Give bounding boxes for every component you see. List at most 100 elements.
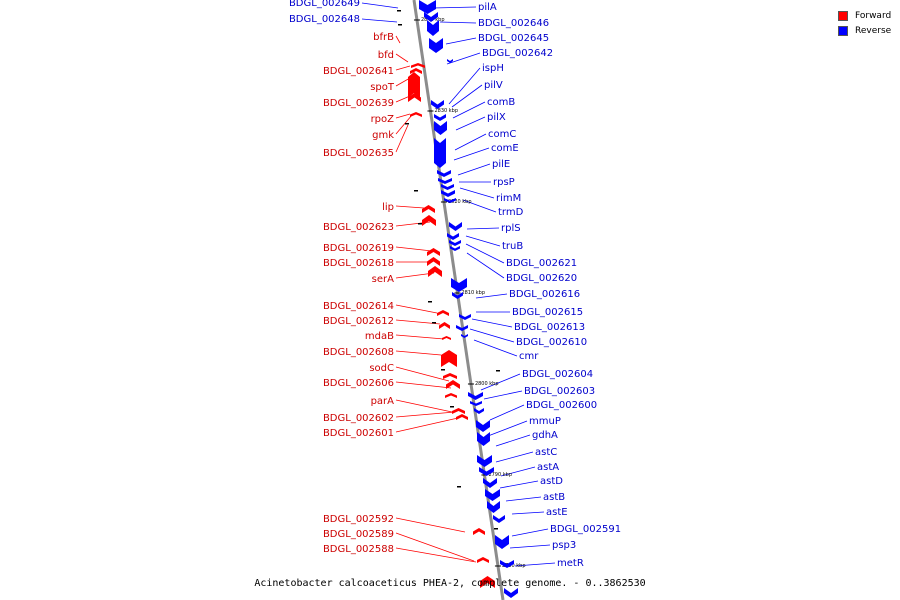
gene-label-reverse[interactable]: BDGL_002610 — [516, 337, 587, 348]
gene-glyph-reverse[interactable] — [434, 114, 446, 121]
gene-label-forward[interactable]: BDGL_002641 — [323, 66, 394, 77]
gene-label-reverse[interactable]: BDGL_002603 — [524, 386, 595, 397]
gene-label-reverse[interactable]: BDGL_002649 — [289, 0, 360, 9]
gene-glyph-forward[interactable] — [439, 322, 450, 329]
gene-glyph-reverse[interactable] — [483, 478, 497, 488]
gene-glyph-forward[interactable] — [456, 414, 468, 420]
gene-label-reverse[interactable]: comB — [487, 97, 515, 108]
gene-glyph-reverse[interactable] — [429, 38, 443, 53]
gene-glyph-reverse[interactable] — [431, 100, 444, 109]
gene-label-forward[interactable]: BDGL_002635 — [323, 148, 394, 159]
gene-label-reverse[interactable]: metR — [557, 558, 584, 569]
gene-glyph-forward[interactable] — [427, 248, 440, 256]
gene-glyph-reverse[interactable] — [441, 190, 455, 197]
gene-label-forward[interactable]: bfrB — [373, 32, 394, 43]
gene-label-reverse[interactable]: pilV — [484, 80, 503, 91]
gene-label-forward[interactable]: serA — [372, 274, 394, 285]
gene-glyph-forward[interactable] — [427, 257, 440, 266]
gene-label-reverse[interactable]: rimM — [496, 193, 521, 204]
gene-label-reverse[interactable]: rpsP — [493, 177, 515, 188]
gene-glyph-forward[interactable] — [422, 205, 435, 213]
gene-label-reverse[interactable]: psp3 — [552, 540, 576, 551]
gene-label-reverse[interactable]: trmD — [498, 207, 524, 218]
gene-glyph-reverse[interactable] — [500, 560, 514, 568]
gene-glyph-reverse[interactable] — [452, 292, 463, 299]
gene-glyph-forward[interactable] — [452, 408, 465, 414]
gene-label-reverse[interactable]: BDGL_002621 — [506, 258, 577, 269]
gene-glyph-reverse[interactable] — [444, 198, 456, 203]
gene-glyph-forward[interactable] — [411, 63, 425, 68]
gene-label-reverse[interactable]: BDGL_002620 — [506, 273, 577, 284]
gene-label-forward[interactable]: lip — [382, 202, 394, 213]
gene-label-forward[interactable]: BDGL_002588 — [323, 544, 394, 555]
gene-glyph-forward[interactable] — [422, 215, 436, 226]
gene-glyph-forward[interactable] — [446, 380, 460, 389]
gene-glyph-reverse[interactable] — [447, 233, 459, 240]
gene-label-reverse[interactable]: rplS — [501, 223, 521, 234]
gene-label-reverse[interactable]: comE — [491, 143, 519, 154]
gene-glyph-reverse[interactable] — [504, 588, 518, 598]
gene-label-reverse[interactable]: BDGL_002591 — [550, 524, 621, 535]
gene-glyph-forward[interactable] — [442, 336, 451, 340]
gene-label-reverse[interactable]: pilA — [478, 2, 497, 13]
gene-label-reverse[interactable]: BDGL_002616 — [509, 289, 580, 300]
gene-label-forward[interactable]: spoT — [370, 82, 395, 93]
gene-label-forward[interactable]: mdaB — [365, 331, 394, 342]
gene-glyph-reverse[interactable] — [476, 420, 490, 432]
gene-glyph-forward[interactable] — [408, 72, 420, 98]
gene-label-reverse[interactable]: comC — [488, 129, 516, 140]
gene-glyph-reverse[interactable] — [419, 0, 436, 14]
gene-glyph-reverse[interactable] — [477, 455, 492, 467]
gene-glyph-reverse[interactable] — [493, 515, 505, 523]
gene-glyph-reverse[interactable] — [461, 334, 468, 338]
gene-label-reverse[interactable]: truB — [502, 241, 523, 252]
gene-label-forward[interactable]: BDGL_002618 — [323, 258, 394, 269]
gene-label-reverse[interactable]: BDGL_002642 — [482, 48, 553, 59]
gene-glyph-forward[interactable] — [443, 373, 457, 379]
gene-glyph-reverse[interactable] — [437, 170, 451, 177]
gene-glyph-reverse[interactable] — [470, 401, 482, 406]
gene-glyph-reverse[interactable] — [487, 501, 500, 513]
gene-label-forward[interactable]: BDGL_002602 — [323, 413, 394, 424]
gene-glyph-forward[interactable] — [473, 528, 485, 535]
gene-label-reverse[interactable]: mmuP — [529, 416, 561, 427]
gene-label-reverse[interactable]: astD — [540, 476, 563, 487]
gene-glyph-reverse[interactable] — [468, 392, 483, 400]
gene-label-reverse[interactable]: BDGL_002648 — [289, 14, 360, 25]
gene-glyph-forward[interactable] — [408, 93, 421, 102]
gene-label-forward[interactable]: gmk — [372, 130, 394, 141]
gene-glyph-forward[interactable] — [410, 112, 422, 117]
gene-glyph-reverse[interactable] — [434, 138, 446, 168]
gene-label-forward[interactable]: BDGL_002619 — [323, 243, 394, 254]
gene-label-forward[interactable]: BDGL_002614 — [323, 301, 394, 312]
gene-label-reverse[interactable]: ispH — [482, 63, 504, 74]
gene-label-forward[interactable]: rpoZ — [371, 114, 395, 125]
gene-label-forward[interactable]: parA — [371, 396, 395, 407]
gene-label-reverse[interactable]: pilX — [487, 112, 506, 123]
gene-label-reverse[interactable]: gdhA — [532, 430, 558, 441]
gene-glyph-reverse[interactable] — [427, 20, 439, 36]
gene-label-reverse[interactable]: BDGL_002613 — [514, 322, 585, 333]
gene-label-forward[interactable]: BDGL_002592 — [323, 514, 394, 525]
gene-label-forward[interactable]: BDGL_002601 — [323, 428, 394, 439]
gene-label-reverse[interactable]: pilE — [492, 159, 510, 170]
gene-label-forward[interactable]: BDGL_002612 — [323, 316, 394, 327]
gene-glyph-reverse[interactable] — [447, 59, 453, 63]
gene-label-reverse[interactable]: astB — [543, 492, 565, 503]
gene-glyph-reverse[interactable] — [459, 314, 471, 320]
gene-label-reverse[interactable]: BDGL_002646 — [478, 18, 549, 29]
gene-label-forward[interactable]: sodC — [369, 363, 394, 374]
gene-glyph-reverse[interactable] — [451, 278, 467, 292]
gene-glyph-reverse[interactable] — [479, 467, 494, 476]
gene-label-reverse[interactable]: BDGL_002645 — [478, 33, 549, 44]
gene-label-forward[interactable]: BDGL_002606 — [323, 378, 394, 389]
gene-label-reverse[interactable]: BDGL_002615 — [512, 307, 583, 318]
gene-glyph-reverse[interactable] — [441, 184, 454, 190]
gene-glyph-forward[interactable] — [477, 557, 489, 563]
gene-glyph-reverse[interactable] — [449, 240, 461, 246]
gene-glyph-reverse[interactable] — [438, 178, 452, 184]
gene-label-reverse[interactable]: cmr — [519, 351, 539, 362]
gene-glyph-reverse[interactable] — [424, 12, 438, 22]
gene-glyph-forward[interactable] — [410, 68, 422, 74]
gene-glyph-forward[interactable] — [441, 350, 457, 367]
